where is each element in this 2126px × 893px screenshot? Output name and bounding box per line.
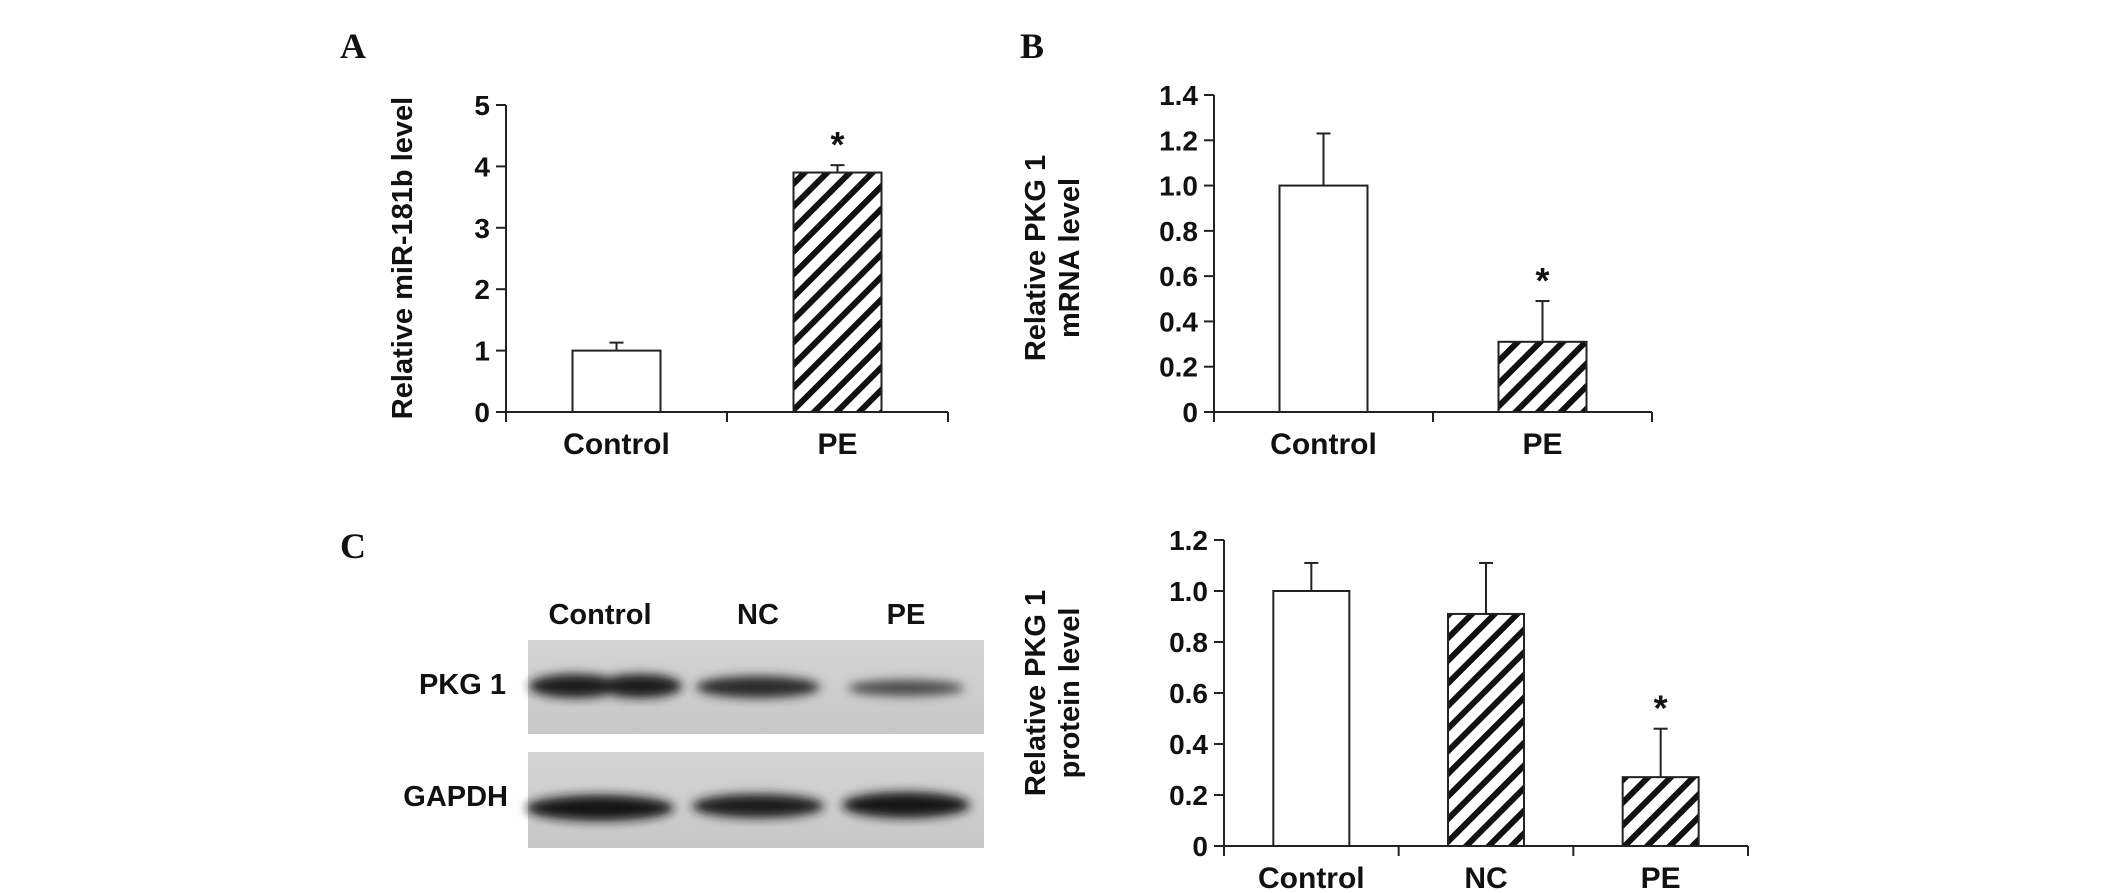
chart-c-y-tick-label: 0 [1192, 831, 1208, 862]
chart-b-significance-star: * [1535, 260, 1549, 301]
chart-c: 0 0.2 0.4 0.6 0.8 1.0 1.2 Control NC PE * Relative … [1020, 525, 1749, 893]
blot-band-pkg1-pe [848, 680, 964, 696]
chart-a-y-tick-label: 2 [474, 274, 490, 305]
chart-a-category-label: Control [563, 428, 670, 461]
chart-a-y-tick-label: 4 [474, 151, 490, 182]
chart-c-y-tick-label: 0.4 [1169, 729, 1208, 760]
chart-c-y-tick-label: 0.6 [1169, 678, 1208, 709]
chart-c-category-label: NC [1464, 862, 1507, 893]
chart-c-category-label: PE [1641, 862, 1681, 893]
blot-row-label-pkg1: PKG 1 [419, 669, 506, 701]
chart-c-y-tick-label: 1.0 [1169, 576, 1208, 607]
blot-lane-label-control: Control [548, 599, 651, 631]
blot-band-gapdh-control [526, 795, 674, 821]
chart-a: 0 1 2 3 4 5 Control PE * Relative miR-181b level [387, 90, 949, 461]
western-blot: Control NC PE PKG 1 GAPDH [403, 599, 984, 848]
chart-c-category-label: Control [1258, 862, 1365, 893]
panel-letter-a: A [340, 26, 366, 66]
blot-row-label-gapdh: GAPDH [403, 781, 508, 813]
chart-a-category-label: PE [817, 428, 857, 461]
chart-b-bar [1278, 184, 1369, 413]
blot-lane-label-nc: NC [737, 599, 779, 631]
blot-band-pkg1-control-a [529, 674, 621, 698]
chart-b-y-tick-label: 1.2 [1159, 125, 1198, 156]
chart-a-y-axis-title: Relative miR-181b level [387, 97, 419, 419]
chart-b-category-label: Control [1270, 428, 1377, 461]
chart-c-y-tick-label: 1.2 [1169, 525, 1208, 556]
chart-a-y-tick-label: 0 [474, 397, 490, 428]
chart-b-y-tick-label: 1.4 [1159, 80, 1198, 111]
chart-b-y-tick-label: 0.8 [1159, 216, 1198, 247]
chart-b-y-tick-label: 0.2 [1159, 352, 1198, 383]
chart-a-significance-star: * [830, 124, 844, 165]
chart-a-y-tick-label: 3 [474, 213, 490, 244]
chart-b-category-label: PE [1522, 428, 1562, 461]
chart-b-y-axis-title: Relative PKG 1 [1020, 155, 1052, 361]
chart-a-y-tick-label: 5 [474, 90, 490, 121]
chart-b-bar [1497, 340, 1588, 413]
blot-band-gapdh-pe [842, 792, 970, 818]
chart-c-y-tick-label: 0.2 [1169, 780, 1208, 811]
chart-c-bar [1447, 612, 1525, 848]
chart-b-y-tick-label: 0 [1182, 397, 1198, 428]
blot-band-gapdh-nc [692, 794, 824, 818]
chart-b-y-tick-label: 0.4 [1159, 306, 1198, 337]
panel-letter-b: B [1020, 26, 1044, 66]
chart-c-significance-star: * [1654, 688, 1668, 729]
blot-lane-label-pe: PE [887, 599, 926, 631]
chart-c-y-axis-title: Relative PKG 1 [1020, 590, 1052, 796]
blot-band-pkg1-control-b [598, 674, 682, 698]
chart-b-y-tick-label: 1.0 [1159, 171, 1198, 202]
chart-a-bar [571, 349, 662, 414]
panel-letter-c: C [340, 526, 366, 566]
chart-c-y-axis-title: protein level [1054, 608, 1086, 779]
chart-c-bar [1621, 776, 1700, 848]
chart-a-bar [792, 171, 883, 413]
chart-b: 0 0.2 0.4 0.6 0.8 1.0 1.2 1.4 Control PE * Relative… [1020, 80, 1653, 461]
chart-c-y-tick-label: 0.8 [1169, 627, 1208, 658]
blot-band-pkg1-nc [696, 676, 820, 698]
chart-c-bar [1272, 590, 1351, 847]
chart-b-y-tick-label: 0.6 [1159, 261, 1198, 292]
chart-a-y-tick-label: 1 [474, 336, 490, 367]
chart-b-y-axis-title: mRNA level [1054, 178, 1086, 338]
